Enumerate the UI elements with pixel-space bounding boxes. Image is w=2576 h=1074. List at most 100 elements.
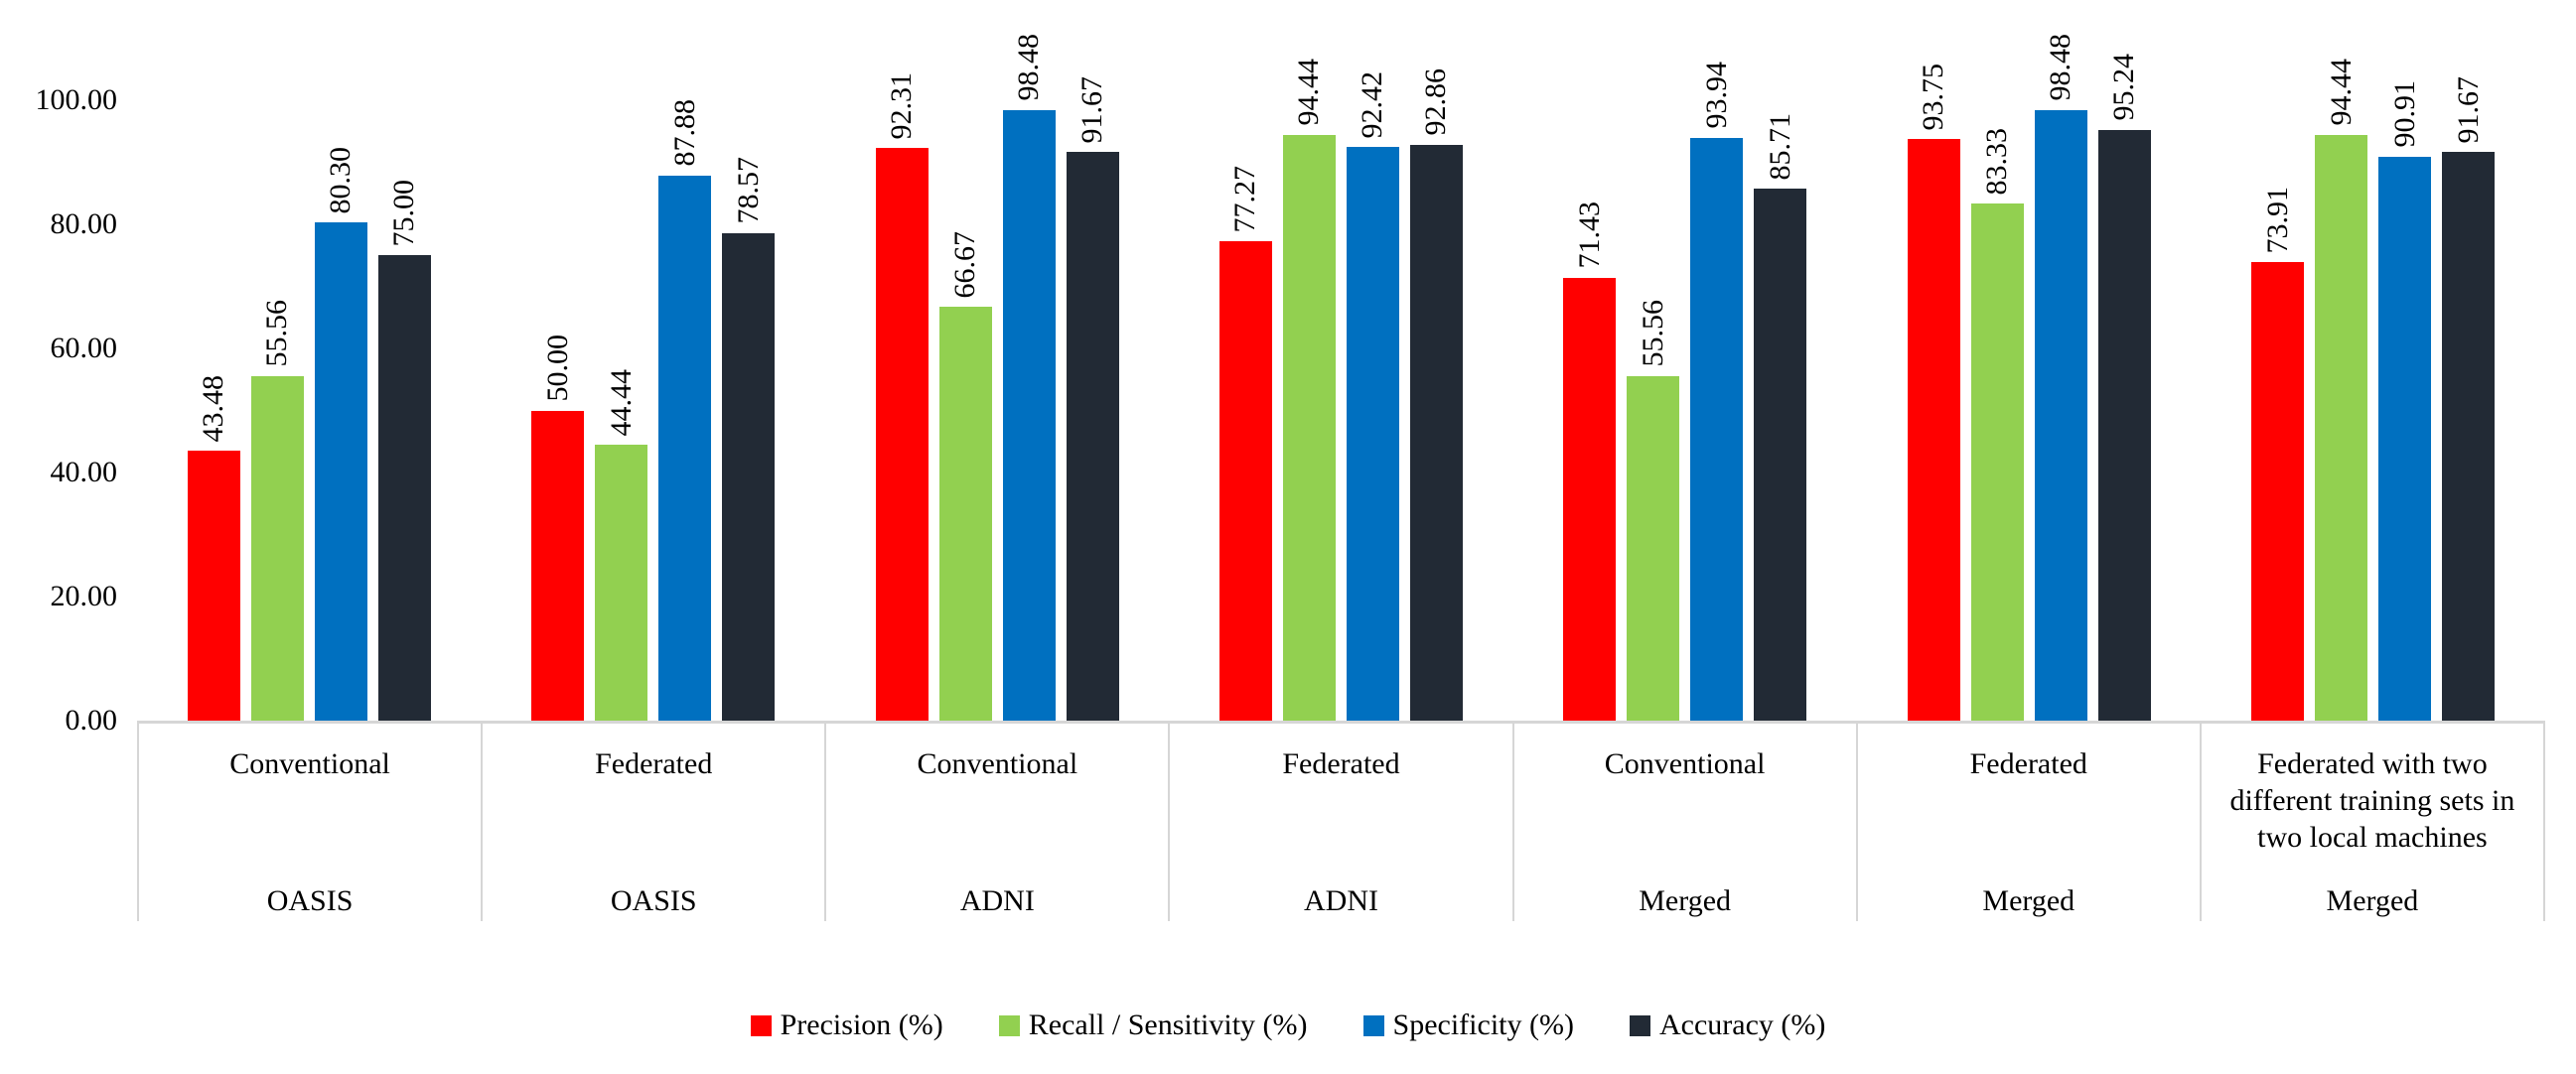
dataset-label: OASIS bbox=[266, 884, 354, 917]
bar-group-4: 77.27 94.44 92.42 92.86 bbox=[1169, 0, 1512, 721]
legend-label: Precision (%) bbox=[780, 1008, 943, 1041]
y-tick-label-60: 60.00 bbox=[50, 332, 118, 364]
bar-value-label: 80.30 bbox=[324, 146, 358, 214]
bar-accuracy-group-2: 78.57 bbox=[722, 157, 776, 721]
method-label: Conventional bbox=[229, 747, 390, 780]
x-axis-category-table: Conventional OASIS Federated OASIS Conventio… bbox=[137, 721, 2545, 921]
legend-swatch-accuracy bbox=[1629, 1014, 1650, 1036]
bar-value-label: 71.43 bbox=[1572, 201, 1606, 269]
bar-recall-sensitivity-group-5: 55.56 bbox=[1627, 300, 1680, 721]
bar-specificity-group-5: 93.94 bbox=[1690, 62, 1744, 721]
axis-cell-6: Federated Merged bbox=[1855, 724, 2200, 921]
bar-value-label: 77.27 bbox=[1228, 165, 1262, 233]
legend-item-specificity: Specificity (%) bbox=[1362, 1008, 1574, 1042]
axis-cell-7: Federated with two different training se… bbox=[2199, 724, 2545, 921]
bar-value-label: 94.44 bbox=[2324, 59, 2358, 126]
bar-accuracy-group-4: 92.86 bbox=[1409, 68, 1463, 721]
bar-accuracy-group-5: 85.71 bbox=[1754, 113, 1807, 721]
bar-value-label: 91.67 bbox=[1075, 75, 1109, 144]
legend-item-accuracy: Accuracy (%) bbox=[1629, 1008, 1826, 1042]
dataset-label: Merged bbox=[1639, 884, 1732, 917]
bar-group-2: 50.00 44.44 87.88 78.57 bbox=[481, 0, 824, 721]
method-label: Conventional bbox=[917, 747, 1078, 780]
bar-group-1: 43.48 55.56 80.30 75.00 bbox=[137, 0, 481, 721]
y-tick-label-20: 20.00 bbox=[50, 580, 118, 612]
bar-recall-sensitivity-group-3: 66.67 bbox=[938, 231, 992, 721]
legend: Precision (%) Recall / Sensitivity (%) Spe… bbox=[0, 1008, 2576, 1042]
bar-recall-sensitivity-group-2: 44.44 bbox=[595, 369, 648, 721]
bar-specificity-group-1: 80.30 bbox=[314, 147, 367, 721]
plot-area: 43.48 55.56 80.30 75.00 50.00 44.44 87.88 78.57… bbox=[137, 0, 2545, 721]
bar-accuracy-group-7: 91.67 bbox=[2442, 76, 2496, 721]
bar-value-label: 83.33 bbox=[1980, 127, 2014, 196]
axis-cell-3: Conventional ADNI bbox=[824, 724, 1168, 921]
bar-precision-group-3: 92.31 bbox=[875, 72, 929, 721]
legend-item-precision: Precision (%) bbox=[750, 1008, 943, 1042]
dataset-label: OASIS bbox=[610, 884, 697, 917]
axis-cell-5: Conventional Merged bbox=[1511, 724, 1856, 921]
bar-value-label: 73.91 bbox=[2260, 186, 2294, 254]
bar-value-label: 90.91 bbox=[2387, 80, 2421, 148]
method-label: Federated bbox=[1282, 747, 1400, 780]
bar-precision-group-1: 43.48 bbox=[187, 375, 240, 721]
dataset-label: ADNI bbox=[1303, 884, 1378, 917]
legend-swatch-specificity bbox=[1362, 1014, 1384, 1036]
bar-value-label: 55.56 bbox=[260, 300, 294, 367]
dataset-label: Merged bbox=[1982, 884, 2075, 917]
bar-value-label: 78.57 bbox=[731, 157, 765, 224]
bar-recall-sensitivity-group-1: 55.56 bbox=[250, 300, 304, 721]
bar-group-5: 71.43 55.56 93.94 85.71 bbox=[1513, 0, 1857, 721]
bar-value-label: 92.42 bbox=[1356, 70, 1389, 139]
bar-precision-group-4: 77.27 bbox=[1218, 166, 1272, 721]
bar-group-7: 73.91 94.44 90.91 91.67 bbox=[2202, 0, 2545, 721]
bar-specificity-group-3: 98.48 bbox=[1002, 34, 1056, 721]
bar-precision-group-7: 73.91 bbox=[2251, 187, 2305, 721]
bar-value-label: 66.67 bbox=[948, 230, 982, 299]
method-label: Federated with two different training se… bbox=[2229, 747, 2515, 854]
method-label: Federated bbox=[595, 747, 713, 780]
bar-value-label: 92.31 bbox=[885, 71, 919, 140]
legend-swatch-precision bbox=[750, 1014, 772, 1036]
dataset-label: Merged bbox=[2326, 884, 2419, 917]
y-tick-label-40: 40.00 bbox=[50, 456, 118, 488]
dataset-label: ADNI bbox=[959, 884, 1035, 917]
bar-value-label: 94.44 bbox=[1292, 59, 1326, 126]
bar-specificity-group-4: 92.42 bbox=[1346, 71, 1399, 721]
axis-cell-1: Conventional OASIS bbox=[137, 724, 481, 921]
bar-value-label: 85.71 bbox=[1763, 112, 1796, 181]
y-tick-label-0: 0.00 bbox=[65, 704, 118, 737]
method-label: Federated bbox=[1969, 747, 2087, 780]
bar-accuracy-group-3: 91.67 bbox=[1066, 76, 1119, 721]
bar-value-label: 95.24 bbox=[2107, 54, 2141, 121]
axis-cell-4: Federated ADNI bbox=[1168, 724, 1511, 921]
bar-accuracy-group-1: 75.00 bbox=[377, 180, 431, 721]
bar-value-label: 87.88 bbox=[667, 99, 701, 167]
bar-recall-sensitivity-group-7: 94.44 bbox=[2315, 59, 2368, 721]
bar-value-label: 92.86 bbox=[1419, 68, 1453, 136]
legend-swatch-recall-sensitivity bbox=[998, 1014, 1020, 1036]
legend-label: Specificity (%) bbox=[1392, 1008, 1574, 1041]
bar-value-label: 98.48 bbox=[1012, 34, 1046, 101]
legend-item-recall-sensitivity: Recall / Sensitivity (%) bbox=[998, 1008, 1308, 1042]
bar-recall-sensitivity-group-6: 83.33 bbox=[1970, 128, 2024, 721]
bar-precision-group-6: 93.75 bbox=[1907, 64, 1960, 721]
bar-precision-group-5: 71.43 bbox=[1563, 201, 1617, 721]
axis-cell-2: Federated OASIS bbox=[481, 724, 824, 921]
y-tick-label-100: 100.00 bbox=[35, 83, 118, 116]
legend-label: Recall / Sensitivity (%) bbox=[1028, 1008, 1308, 1041]
bar-specificity-group-7: 90.91 bbox=[2378, 80, 2432, 721]
bar-value-label: 44.44 bbox=[604, 368, 638, 437]
bar-value-label: 43.48 bbox=[197, 374, 230, 443]
bar-value-label: 91.67 bbox=[2451, 75, 2485, 144]
bar-group-3: 92.31 66.67 98.48 91.67 bbox=[825, 0, 1169, 721]
bar-value-label: 75.00 bbox=[387, 179, 421, 247]
bar-group-6: 93.75 83.33 98.48 95.24 bbox=[1857, 0, 2201, 721]
y-tick-label-80: 80.00 bbox=[50, 207, 118, 240]
bar-value-label: 93.94 bbox=[1699, 62, 1733, 129]
method-label: Conventional bbox=[1604, 747, 1766, 780]
bar-value-label: 50.00 bbox=[540, 335, 574, 402]
bar-value-label: 93.75 bbox=[1917, 63, 1950, 131]
legend-label: Accuracy (%) bbox=[1658, 1008, 1826, 1041]
bar-recall-sensitivity-group-4: 94.44 bbox=[1282, 59, 1336, 721]
